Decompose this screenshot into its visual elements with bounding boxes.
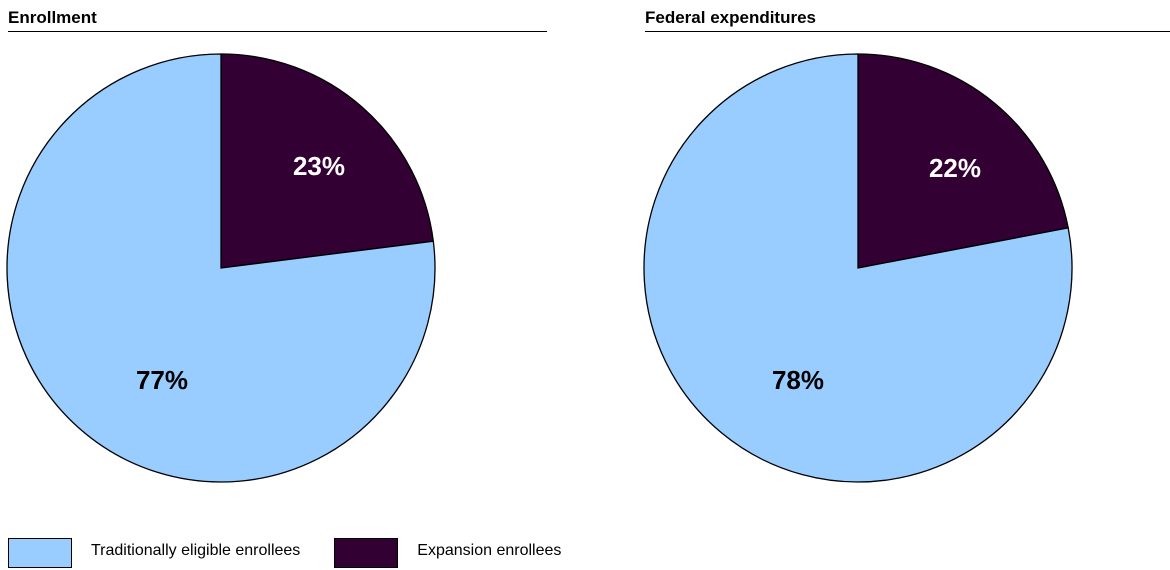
federal-expenditures-label-expansion: 22%: [929, 153, 981, 183]
enrollment-slice-traditional: [6, 53, 436, 483]
legend-item-traditional: Traditionally eligible enrollees: [8, 538, 300, 568]
federal-expenditures-slice-traditional: [643, 53, 1073, 483]
legend-label-traditional: Traditionally eligible enrollees: [91, 542, 301, 559]
legend-label-expansion: Expansion enrollees: [417, 542, 562, 559]
legend-swatch-expansion: [334, 538, 399, 568]
enrollment-slice-expansion: [220, 53, 435, 269]
legend-item-expansion: Expansion enrollees: [334, 538, 561, 568]
enrollment-label-expansion: 23%: [293, 151, 345, 181]
legend-swatch-traditional: [8, 538, 72, 568]
enrollment-title-rule: [8, 31, 547, 32]
federal-expenditures-title-rule: [645, 31, 1170, 32]
federal-expenditures-slice-expansion: [857, 53, 1069, 269]
enrollment-label-traditional: 77%: [136, 365, 188, 395]
federal-expenditures-title: Federal expenditures: [645, 8, 817, 27]
legend: Traditionally eligible enrollees Expansi…: [8, 538, 583, 570]
enrollment-title: Enrollment: [8, 8, 97, 27]
federal-expenditures-label-traditional: 78%: [772, 365, 824, 395]
